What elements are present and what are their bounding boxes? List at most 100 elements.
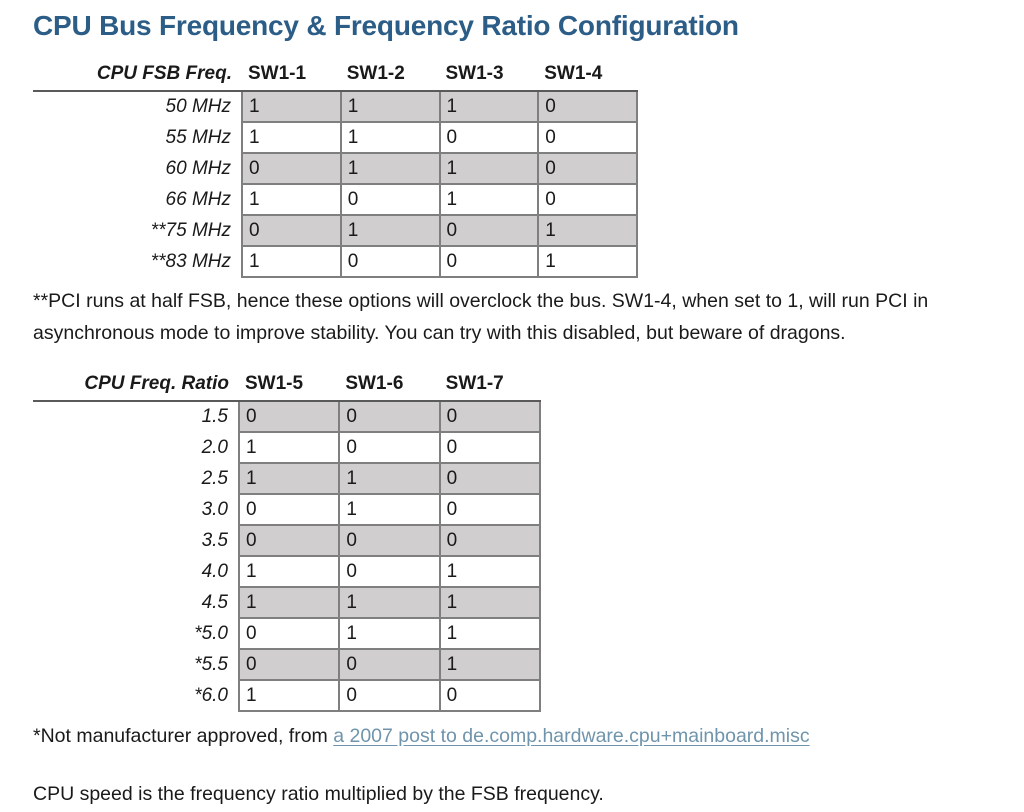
- switch-value-cell: 0: [338, 648, 441, 681]
- switch-value-cell: 1: [241, 183, 342, 216]
- table-row: **75 MHz 0 1 0 1: [33, 214, 638, 247]
- switch-value-cell: 0: [237, 524, 341, 557]
- cpu-speed-note: CPU speed is the frequency ratio multipl…: [33, 783, 604, 805]
- switch-column-header: SW1-3: [439, 61, 539, 92]
- switch-value-cell: 1: [241, 245, 342, 278]
- switch-value-cell: 1: [339, 90, 441, 123]
- row-label: *5.5: [33, 649, 239, 680]
- switch-value-cell: 1: [237, 431, 341, 464]
- freq-ratio-table: CPU Freq. Ratio SW1-5 SW1-6 SW1-7 1.5 0 0 0 2.0 1…: [33, 371, 542, 712]
- switch-value-cell: 0: [438, 214, 540, 247]
- switch-value-cell: 1: [537, 245, 638, 278]
- switch-value-cell: 0: [237, 617, 341, 650]
- table-row: 3.5 0 0 0: [33, 524, 542, 557]
- switch-value-cell: 0: [338, 679, 441, 712]
- switch-value-cell: 1: [438, 617, 542, 650]
- row-label: 4.5: [33, 587, 239, 618]
- switch-value-cell: 0: [338, 400, 441, 433]
- ratio-footnote-text: *Not manufacturer approved, from: [33, 725, 334, 747]
- switch-value-cell: 0: [438, 400, 542, 433]
- table-row: 50 MHz 1 1 1 0: [33, 90, 638, 123]
- table-row: 2.5 1 1 0: [33, 462, 542, 495]
- switch-value-cell: 1: [241, 121, 342, 154]
- fsb-frequency-table: CPU FSB Freq. SW1-1 SW1-2 SW1-3 SW1-4 50 MHz 1…: [33, 61, 638, 278]
- row-label: 50 MHz: [33, 91, 242, 122]
- table-row: 55 MHz 1 1 0 0: [33, 121, 638, 154]
- switch-value-cell: 1: [438, 586, 542, 619]
- switch-column-header: SW1-7: [439, 371, 540, 402]
- page-title: CPU Bus Frequency & Frequency Ratio Conf…: [33, 10, 739, 41]
- switch-value-cell: 1: [438, 183, 540, 216]
- switch-value-cell: 0: [537, 90, 638, 123]
- switch-value-cell: 1: [237, 586, 341, 619]
- row-label: **75 MHz: [33, 215, 242, 246]
- switch-column-header: SW1-4: [538, 61, 637, 92]
- switch-column-header: SW1-6: [339, 371, 440, 402]
- table-row: *5.0 0 1 1: [33, 617, 542, 650]
- row-label: 2.0: [33, 432, 239, 463]
- switch-value-cell: 0: [537, 121, 638, 154]
- table-row: *6.0 1 0 0: [33, 679, 542, 712]
- row-label: 4.0: [33, 556, 239, 587]
- table-row: *5.5 0 0 1: [33, 648, 542, 681]
- row-header-label: CPU FSB Freq.: [33, 61, 242, 92]
- ratio-footnote-link[interactable]: a 2007 post to de.comp.hardware.cpu+main…: [333, 725, 810, 747]
- switch-value-cell: 0: [237, 493, 341, 526]
- switch-value-cell: 0: [241, 152, 342, 185]
- switch-value-cell: 1: [237, 679, 341, 712]
- switch-value-cell: 1: [537, 214, 638, 247]
- table-row: 4.0 1 0 1: [33, 555, 542, 588]
- row-label: 60 MHz: [33, 153, 242, 184]
- switch-value-cell: 1: [241, 90, 342, 123]
- row-label: 55 MHz: [33, 122, 242, 153]
- row-label: **83 MHz: [33, 246, 242, 277]
- table-row: 66 MHz 1 0 1 0: [33, 183, 638, 216]
- switch-value-cell: 1: [438, 555, 542, 588]
- fsb-footnote: **PCI runs at half FSB, hence these opti…: [33, 290, 929, 344]
- row-label: 3.5: [33, 525, 239, 556]
- switch-column-header: SW1-1: [242, 61, 341, 92]
- switch-value-cell: 1: [338, 617, 441, 650]
- switch-value-cell: 1: [237, 555, 341, 588]
- switch-value-cell: 0: [438, 431, 542, 464]
- table-row: 60 MHz 0 1 1 0: [33, 152, 638, 185]
- switch-value-cell: 1: [237, 462, 341, 495]
- row-label: 3.0: [33, 494, 239, 525]
- switch-value-cell: 0: [438, 245, 540, 278]
- switch-value-cell: 1: [339, 152, 441, 185]
- switch-value-cell: 1: [438, 152, 540, 185]
- table-row: **83 MHz 1 0 0 1: [33, 245, 638, 278]
- switch-value-cell: 1: [339, 121, 441, 154]
- row-header-label: CPU Freq. Ratio: [33, 371, 239, 402]
- table-row: 2.0 1 0 0: [33, 431, 542, 464]
- row-label: *5.0: [33, 618, 239, 649]
- switch-value-cell: 0: [438, 524, 542, 557]
- switch-value-cell: 0: [537, 183, 638, 216]
- switch-value-cell: 0: [237, 400, 341, 433]
- table-row: 4.5 1 1 1: [33, 586, 542, 619]
- switch-value-cell: 0: [438, 679, 542, 712]
- switch-value-cell: 1: [438, 90, 540, 123]
- switch-value-cell: 0: [241, 214, 342, 247]
- switch-value-cell: 1: [338, 586, 441, 619]
- switch-column-header: SW1-5: [239, 371, 340, 402]
- header-row: CPU FSB Freq. SW1-1 SW1-2 SW1-3 SW1-4: [33, 61, 637, 92]
- row-label: 2.5: [33, 463, 239, 494]
- switch-value-cell: 0: [438, 462, 542, 495]
- table-row: 1.5 0 0 0: [33, 400, 542, 433]
- switch-value-cell: 0: [338, 431, 441, 464]
- switch-value-cell: 0: [338, 524, 441, 557]
- switch-column-header: SW1-2: [340, 61, 440, 92]
- switch-value-cell: 1: [338, 493, 441, 526]
- switch-value-cell: 1: [339, 214, 441, 247]
- table-row: 3.0 0 1 0: [33, 493, 542, 526]
- switch-value-cell: 0: [438, 493, 542, 526]
- switch-value-cell: 0: [338, 555, 441, 588]
- row-label: 66 MHz: [33, 184, 242, 215]
- switch-value-cell: 1: [338, 462, 441, 495]
- row-label: 1.5: [33, 401, 239, 432]
- switch-value-cell: 1: [438, 648, 542, 681]
- header-row: CPU Freq. Ratio SW1-5 SW1-6 SW1-7: [33, 371, 540, 402]
- row-label: *6.0: [33, 680, 239, 711]
